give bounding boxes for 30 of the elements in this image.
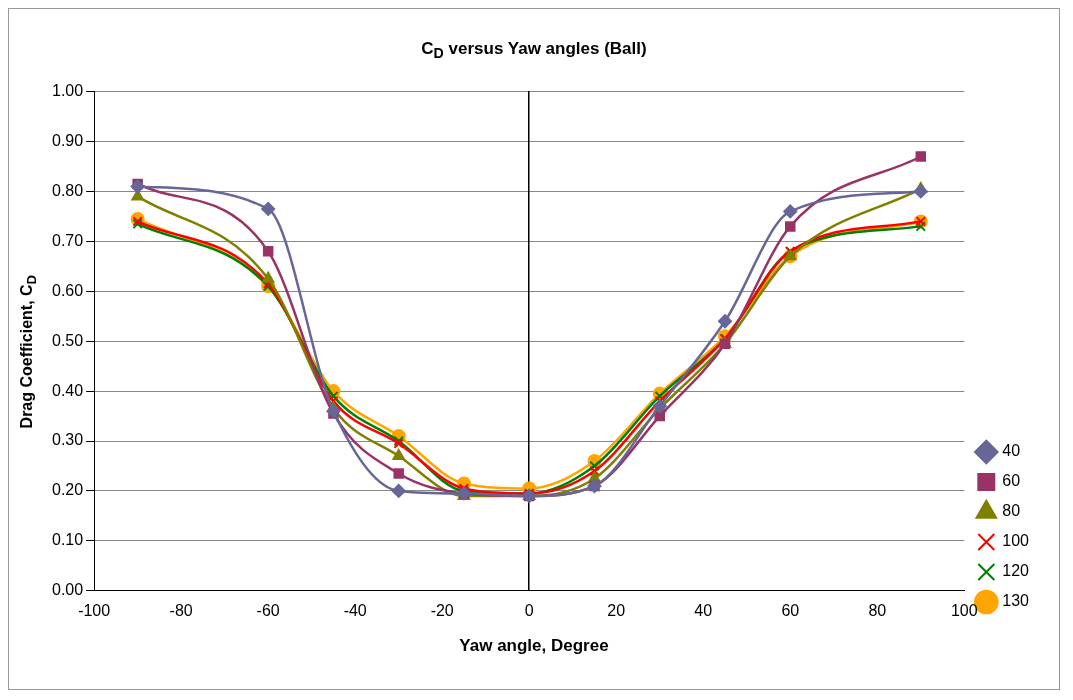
y-tick-label: 0.30 <box>52 431 84 449</box>
y-tick-label: 0.10 <box>52 531 84 549</box>
legend-label: 40 <box>1002 442 1021 460</box>
x-tick-label: -100 <box>78 601 111 619</box>
y-tick-label: 1.00 <box>52 82 84 100</box>
x-tick-label: -80 <box>169 601 193 619</box>
y-tick-label: 0.00 <box>52 581 84 599</box>
chart-title: C$_{D}$ versus Yaw angles (Ball) <box>420 38 648 64</box>
y-tick-label: 0.40 <box>52 381 84 399</box>
x-tick-label: 60 <box>781 601 800 619</box>
y-tick-label: 0.90 <box>52 131 84 149</box>
legend-label: 80 <box>1002 502 1021 520</box>
x-tick-label: 0 <box>524 601 534 619</box>
x-tick-label: -60 <box>256 601 280 619</box>
legend-label: 60 <box>1002 472 1021 490</box>
y-tick-label: 0.70 <box>52 231 84 249</box>
y-tick-label: 0.20 <box>52 481 84 499</box>
legend-label: 100 <box>1002 532 1030 550</box>
y-tick-label: 0.50 <box>52 331 84 349</box>
y-tick-label: 0.60 <box>52 281 84 299</box>
x-axis-title: Yaw angle, Degree <box>458 636 610 656</box>
y-tick-label: 0.80 <box>52 181 84 199</box>
x-tick-label: -40 <box>343 601 367 619</box>
x-tick-label: -20 <box>430 601 454 619</box>
x-tick-label: 20 <box>607 601 626 619</box>
legend-label: 130 <box>1002 592 1030 610</box>
legend-label: 120 <box>1002 562 1030 580</box>
x-tick-label: 40 <box>694 601 713 619</box>
x-tick-label: 80 <box>868 601 887 619</box>
x-tick-label: 100 <box>950 601 978 619</box>
